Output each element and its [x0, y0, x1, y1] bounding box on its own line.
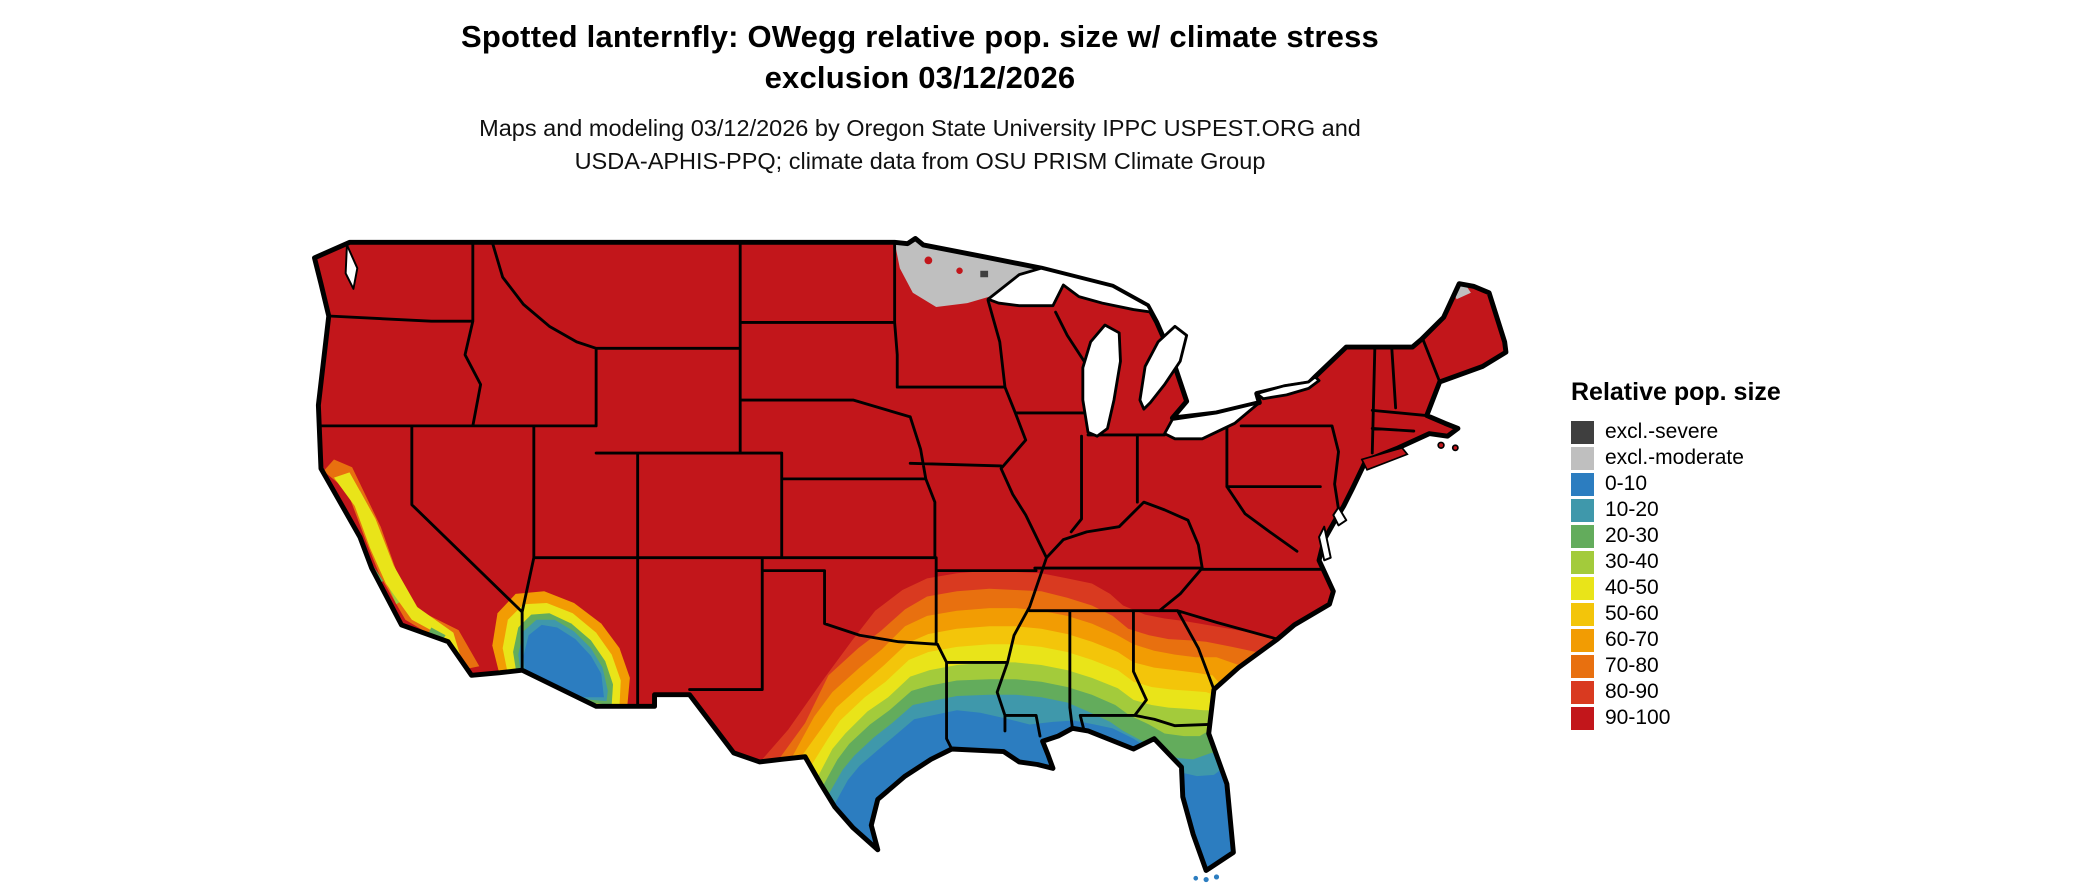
- lake-michigan-shape: [1081, 323, 1122, 438]
- nantucket-speck: [1451, 444, 1459, 452]
- us-map: [308, 232, 1528, 886]
- legend-row: 60-70: [1571, 627, 1781, 653]
- legend-swatch: [1571, 654, 1594, 678]
- legend-label: 70-80: [1605, 654, 1659, 677]
- map-subtitle-line2: USDA-APHIS-PPQ; climate data from OSU PR…: [574, 148, 1266, 174]
- long-island-shape: [1360, 446, 1409, 471]
- legend-swatch: [1571, 472, 1594, 496]
- state-borders: [316, 240, 1442, 751]
- legend-row: 30-40: [1571, 549, 1781, 575]
- legend-label: excl.-moderate: [1605, 446, 1744, 469]
- delaware-bay-shape: [1332, 506, 1348, 527]
- legend-items: excl.-severe excl.-moderate 0-10 10-20 2…: [1571, 419, 1781, 731]
- legend-swatch: [1571, 550, 1594, 574]
- legend-row: 70-80: [1571, 653, 1781, 679]
- title-block: Spotted lanternfly: OWegg relative pop. …: [0, 16, 1840, 178]
- legend-swatch: [1571, 628, 1594, 652]
- legend-row: 20-30: [1571, 523, 1781, 549]
- key-speck: [1203, 876, 1209, 883]
- legend-row: 90-100: [1571, 705, 1781, 731]
- legend-label: 90-100: [1605, 706, 1671, 729]
- lake-erie-shape: [1163, 401, 1261, 441]
- legend-label: 0-10: [1605, 472, 1648, 495]
- map-title-line1: Spotted lanternfly: OWegg relative pop. …: [461, 19, 1379, 54]
- legend-swatch: [1571, 706, 1594, 730]
- key-speck: [1193, 875, 1199, 881]
- legend-label: 80-90: [1605, 680, 1659, 703]
- mn-red-speck-a: [924, 256, 933, 265]
- legend-label: 60-70: [1605, 628, 1659, 651]
- great-lakes: [344, 243, 1348, 562]
- key-speck: [1213, 874, 1220, 880]
- legend-swatch: [1571, 420, 1594, 444]
- legend: Relative pop. size excl.-severe excl.-mo…: [1571, 378, 1781, 731]
- map-subtitle-line1: Maps and modeling 03/12/2026 by Oregon S…: [479, 115, 1361, 141]
- legend-swatch: [1571, 680, 1594, 704]
- legend-row: 10-20: [1571, 497, 1781, 523]
- legend-swatch: [1571, 576, 1594, 600]
- lake-superior-shape: [986, 266, 1154, 314]
- legend-swatch: [1571, 524, 1594, 548]
- legend-label: 50-60: [1605, 602, 1659, 625]
- legend-row: excl.-moderate: [1571, 445, 1781, 471]
- legend-label: 40-50: [1605, 576, 1659, 599]
- legend-label: 30-40: [1605, 550, 1659, 573]
- puget-sound-shape: [344, 243, 359, 290]
- ca-coast-40-50: [333, 472, 462, 659]
- legend-label: 20-30: [1605, 524, 1659, 547]
- legend-row: 50-60: [1571, 601, 1781, 627]
- us-map-svg: [312, 236, 1509, 883]
- lake-ontario-shape: [1255, 375, 1321, 401]
- legend-row: 40-50: [1571, 575, 1781, 601]
- subtitle-block: Maps and modeling 03/12/2026 by Oregon S…: [0, 112, 1840, 178]
- map-title-line2: exclusion 03/12/2026: [764, 60, 1076, 95]
- legend-title: Relative pop. size: [1571, 378, 1781, 406]
- lake-huron-shape: [1138, 324, 1189, 411]
- legend-label: excl.-severe: [1605, 420, 1719, 443]
- chesapeake-bay-shape: [1318, 525, 1332, 562]
- legend-swatch: [1571, 602, 1594, 626]
- legend-label: 10-20: [1605, 498, 1659, 521]
- florida-keys-specks: [1193, 874, 1220, 883]
- legend-swatch: [1571, 498, 1594, 522]
- legend-swatch: [1571, 446, 1594, 470]
- marthas-vineyard-speck: [1437, 441, 1445, 449]
- island-specks: [1360, 441, 1459, 471]
- mn-red-speck-b: [956, 267, 963, 275]
- mn-excl-severe-speck: [980, 270, 989, 278]
- legend-row: 0-10: [1571, 471, 1781, 497]
- legend-row: 80-90: [1571, 679, 1781, 705]
- legend-row: excl.-severe: [1571, 419, 1781, 445]
